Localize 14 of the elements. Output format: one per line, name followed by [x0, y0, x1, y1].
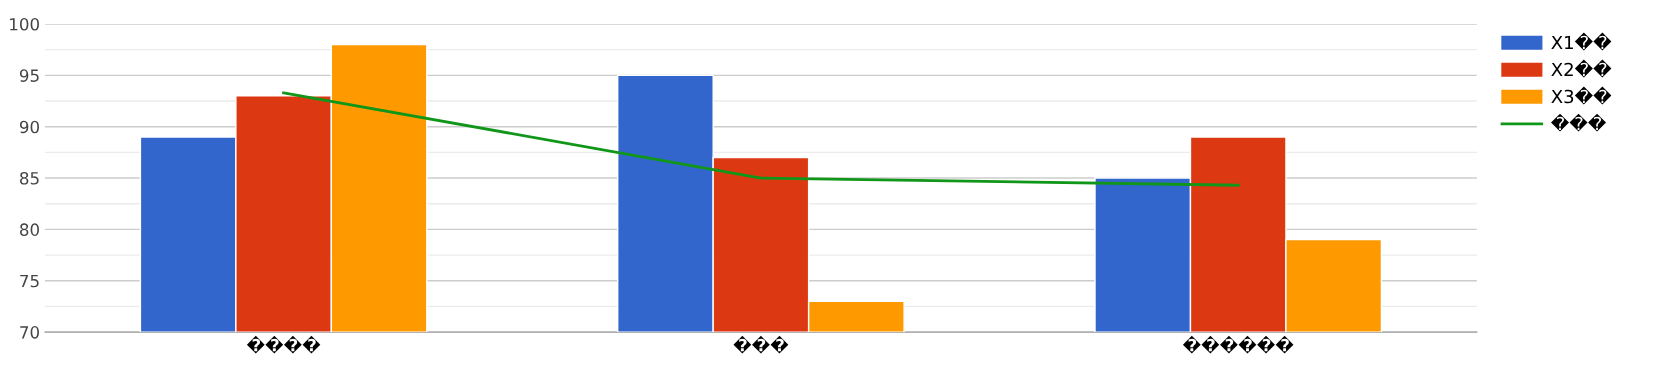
y-tick-label: 95: [19, 69, 39, 82]
y-tick-label: 75: [20, 274, 39, 288]
y-tick-label: 85: [20, 172, 39, 185]
x-tick-label: ����: [246, 335, 321, 354]
x-tick-label: ���: [733, 335, 789, 354]
y-tick-label: 70: [20, 326, 39, 339]
y-tick-label: 80: [20, 223, 39, 236]
x-tick-label: ������: [1182, 335, 1294, 354]
y-tick-label: 100: [10, 17, 39, 31]
legend-label: X2��: [1551, 59, 1612, 78]
legend-label: X3��: [1551, 86, 1612, 105]
legend-label: ���: [1551, 113, 1607, 132]
legend-label: X1��: [1551, 32, 1612, 51]
y-tick-label: 90: [19, 120, 39, 134]
